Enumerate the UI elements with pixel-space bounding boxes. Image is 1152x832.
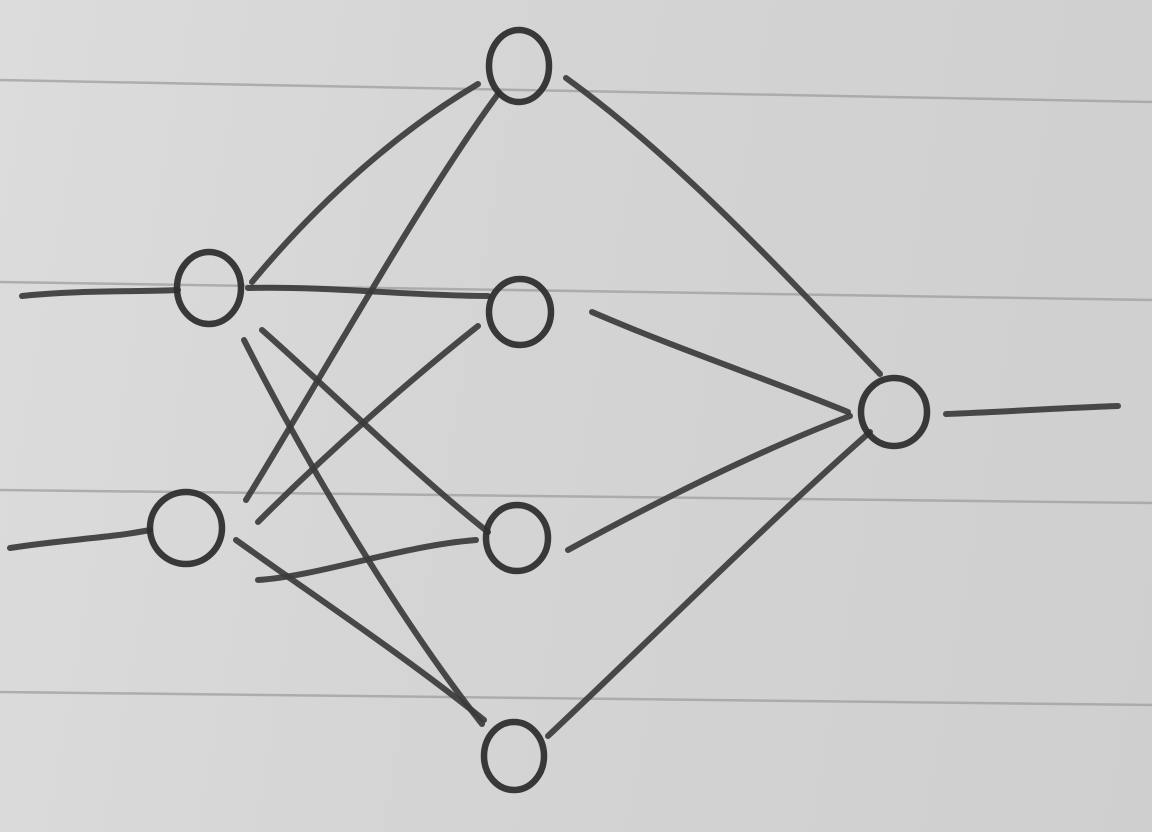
ruled-lines (0, 78, 1152, 707)
edge-i2-h2 (255, 323, 481, 525)
hidden-node-1 (485, 26, 553, 106)
output-layer (857, 374, 931, 450)
input-arrows (7, 287, 181, 551)
edge-i2-h1 (243, 91, 501, 503)
input-hidden-edges (233, 81, 501, 727)
output-arrow (943, 403, 1121, 417)
edge-h1-o (563, 75, 883, 377)
edge-i2-h4 (233, 537, 487, 723)
hidden-node-4 (480, 718, 548, 794)
hidden-layer (480, 26, 555, 794)
hidden-node-3 (482, 501, 552, 575)
ruled-line (0, 690, 1152, 707)
input-arrow-1 (19, 287, 181, 299)
input-arrow-2 (7, 527, 153, 551)
input-layer (146, 248, 245, 568)
edge-h2-o (589, 309, 851, 415)
input-node-2 (146, 488, 226, 568)
edge-h3-o (565, 413, 853, 553)
edge-i1-h4 (241, 337, 485, 727)
edge-i1-h3 (259, 327, 491, 535)
output-node (857, 374, 931, 450)
hidden-node-2 (485, 275, 555, 349)
input-node-1 (173, 248, 245, 328)
ruled-line (0, 78, 1152, 104)
ruled-line (0, 280, 1152, 302)
edge-h4-o (545, 429, 873, 739)
edge-i2-h3 (255, 537, 479, 583)
edge-i1-h1 (249, 81, 481, 285)
hidden-output-edges (545, 75, 883, 739)
